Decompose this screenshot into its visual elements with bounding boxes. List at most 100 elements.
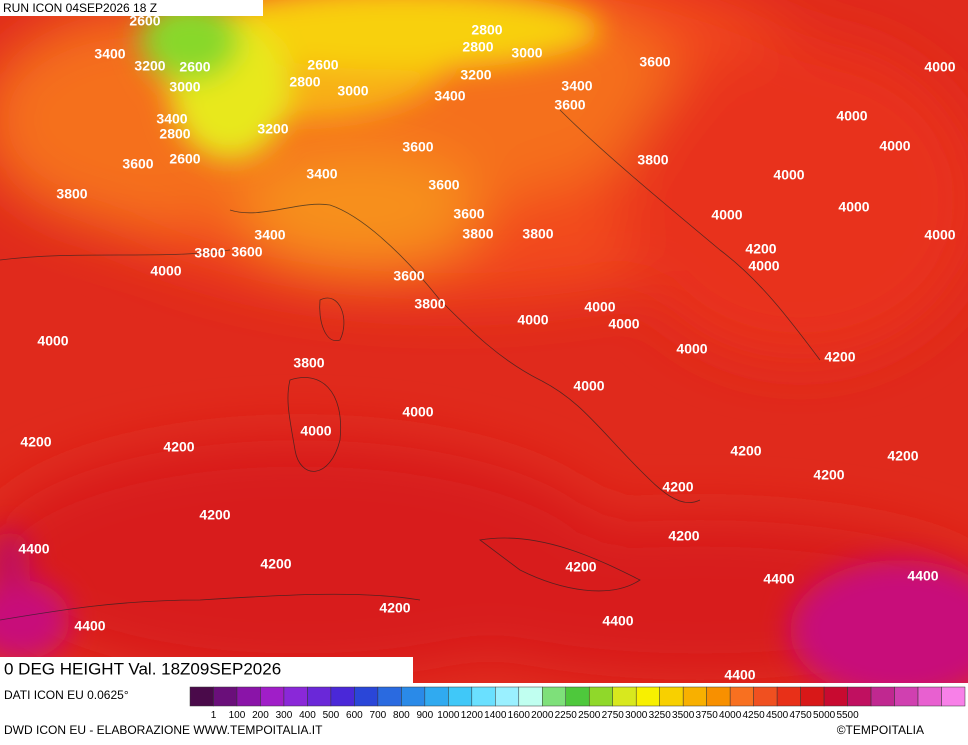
contour-label: 4400 (602, 613, 633, 629)
legend-swatch (706, 686, 731, 707)
contour-label: 3400 (306, 166, 337, 182)
legend-swatch (518, 686, 543, 707)
legend-label: 4750 (789, 710, 812, 721)
contour-label: 2600 (179, 59, 210, 75)
contour-label: 4400 (74, 618, 105, 634)
contour-label: 4200 (565, 559, 596, 575)
contour-label: 3600 (393, 268, 424, 284)
legend-label: 3000 (625, 710, 648, 721)
contour-label: 4200 (824, 349, 855, 365)
contour-label: 4000 (584, 299, 615, 315)
map-title: 0 DEG HEIGHT Val. 18Z09SEP2026 (4, 659, 281, 678)
legend-swatch (753, 686, 778, 707)
legend-label: 2250 (555, 710, 578, 721)
contour-label: 3800 (637, 152, 668, 168)
legend-swatch (448, 686, 473, 707)
legend-swatch (283, 686, 308, 707)
legend-swatch (189, 686, 214, 707)
legend-label: 4500 (766, 710, 789, 721)
legend-swatch (635, 686, 660, 707)
contour-label: 3600 (554, 97, 585, 113)
contour-label: 4200 (813, 467, 844, 483)
coastlines (0, 109, 821, 621)
contour-label: 3200 (134, 58, 165, 74)
contour-label: 3800 (56, 186, 87, 202)
contour-label: 3200 (460, 67, 491, 83)
legend-label: 1400 (484, 710, 507, 721)
contour-label: 4000 (748, 258, 779, 274)
legend-swatch (307, 686, 332, 707)
contour-label: 2600 (169, 151, 200, 167)
contour-label: 3600 (639, 54, 670, 70)
contour-label: 2600 (307, 57, 338, 73)
contour-label: 4400 (907, 568, 938, 584)
legend-swatch (424, 686, 449, 707)
contour-label: 3000 (337, 83, 368, 99)
legend-swatch (260, 686, 285, 707)
contour-label: 3800 (194, 245, 225, 261)
contour-label: 4200 (20, 434, 51, 450)
contour-label: 4400 (724, 667, 755, 683)
legend-label: 4250 (743, 710, 766, 721)
contour-label: 3400 (94, 46, 125, 62)
legend-swatch (330, 686, 355, 707)
legend-label: 100 (229, 710, 246, 721)
copyright: ©TEMPOITALIA (837, 723, 924, 737)
legend-label: 2750 (602, 710, 625, 721)
legend-label: 1200 (461, 710, 484, 721)
contour-label: 4000 (150, 263, 181, 279)
contour-label: 4000 (836, 108, 867, 124)
contour-label: 4200 (668, 528, 699, 544)
contour-label: 4200 (163, 439, 194, 455)
contour-label: 4400 (763, 571, 794, 587)
contour-label: 4200 (662, 479, 693, 495)
legend-label: 800 (393, 710, 410, 721)
legend-swatch (213, 686, 238, 707)
contour-label: 4000 (37, 333, 68, 349)
legend-label: 5000 (813, 710, 836, 721)
contour-label: 3400 (254, 227, 285, 243)
legend-swatch (682, 686, 707, 707)
contour-label: 4400 (18, 541, 49, 557)
source-label: DATI ICON EU 0.0625° (4, 688, 129, 702)
contour-label: 4200 (730, 443, 761, 459)
legend-label: 700 (370, 710, 387, 721)
legend-swatch (823, 686, 848, 707)
contour-label: 3800 (522, 226, 553, 242)
header-box (0, 0, 263, 16)
contour-label: 3600 (428, 177, 459, 193)
contour-label: 3600 (122, 156, 153, 172)
legend-swatch (236, 686, 261, 707)
legend-swatch (565, 686, 590, 707)
legend-label: 3750 (696, 710, 719, 721)
legend-label: 2000 (531, 710, 554, 721)
legend-label: 200 (252, 710, 269, 721)
contour-label: 4000 (924, 227, 955, 243)
contour-label: 3400 (156, 111, 187, 127)
contour-label: 3800 (414, 296, 445, 312)
legend-label: 600 (346, 710, 363, 721)
legend-label: 1 (211, 710, 217, 721)
contour-label: 4000 (773, 167, 804, 183)
contour-label: 3800 (462, 226, 493, 242)
contour-label: 4000 (402, 404, 433, 420)
contour-label: 3200 (257, 121, 288, 137)
credit: DWD ICON EU - ELABORAZIONE WWW.TEMPOITAL… (4, 723, 323, 737)
contour-label: 2600 (129, 13, 160, 29)
legend-label: 1600 (508, 710, 531, 721)
legend-label: 2500 (578, 710, 601, 721)
legend-label: 400 (299, 710, 316, 721)
legend-label: 300 (276, 710, 293, 721)
contour-label: 4000 (676, 341, 707, 357)
contour-label: 4000 (838, 199, 869, 215)
contour-label: 3600 (402, 139, 433, 155)
legend-swatch (659, 686, 684, 707)
contour-label: 3600 (453, 206, 484, 222)
contour-label: 4200 (379, 600, 410, 616)
legend-swatch (588, 686, 613, 707)
contour-label: 3000 (511, 45, 542, 61)
legend-swatch (776, 686, 801, 707)
legend-swatch (894, 686, 919, 707)
contour-label: 4000 (300, 423, 331, 439)
